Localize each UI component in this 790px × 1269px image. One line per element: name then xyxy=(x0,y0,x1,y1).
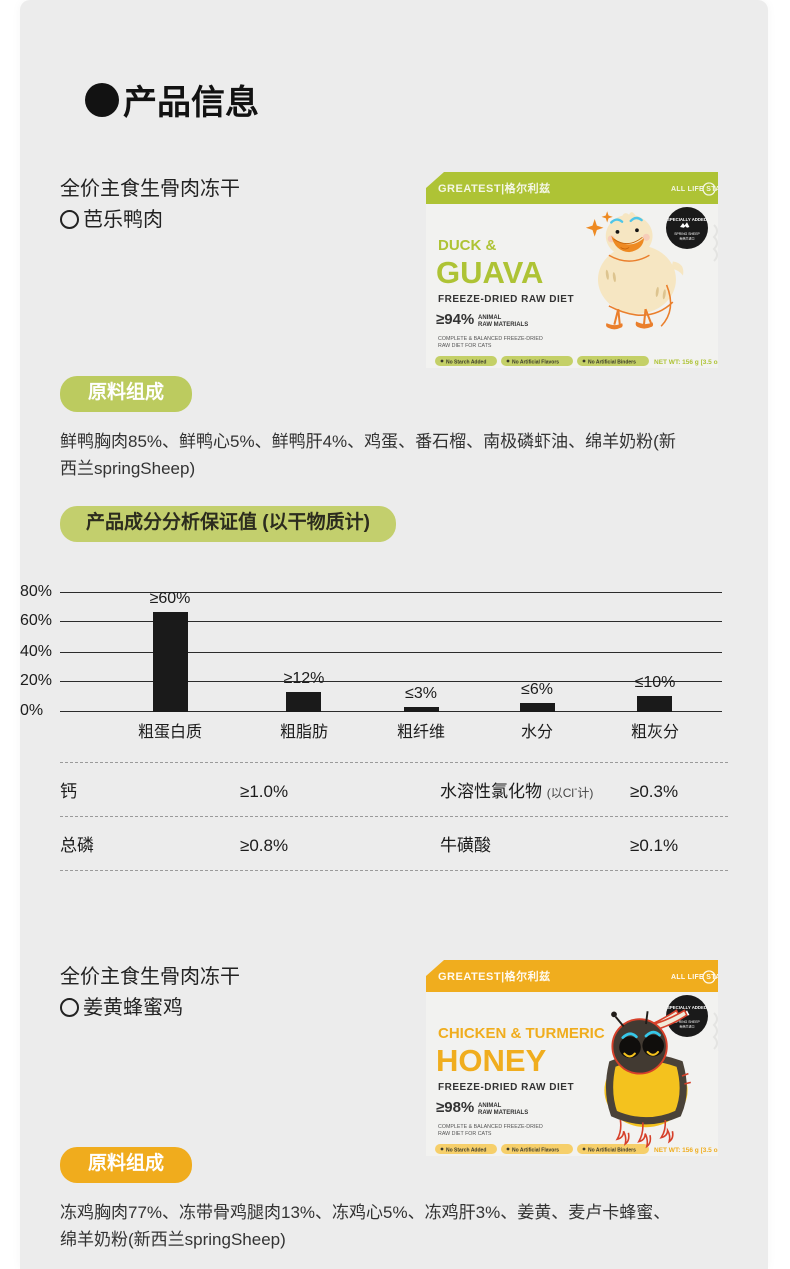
svg-text:≥94%: ≥94% xyxy=(436,311,474,328)
svg-text:COMPLETE & BALANCED FREEZE-DRI: COMPLETE & BALANCED FREEZE-DRIED xyxy=(438,336,543,342)
svg-text:RAW MATERIALS: RAW MATERIALS xyxy=(478,322,528,328)
svg-text:GUAVA: GUAVA xyxy=(436,255,543,290)
svg-text:ANIMAL: ANIMAL xyxy=(478,1103,502,1109)
svg-text:ALL LIFE STAGES: ALL LIFE STAGES xyxy=(671,974,728,981)
svg-text:SPRING SHEEP: SPRING SHEEP xyxy=(674,232,700,236)
svg-text:FREEZE-DRIED RAW DIET: FREEZE-DRIED RAW DIET xyxy=(438,1082,574,1093)
svg-text:≥98%: ≥98% xyxy=(436,1099,474,1116)
svg-text:GREATEST|格尔利兹: GREATEST|格尔利兹 xyxy=(438,181,551,195)
svg-text:NET WT: 156 g [3.5 oz]: NET WT: 156 g [3.5 oz] xyxy=(654,1147,723,1154)
svg-text:No Artificial Binders: No Artificial Binders xyxy=(588,1148,636,1154)
svg-text:DUCK &: DUCK & xyxy=(438,237,496,254)
svg-text:ANIMAL: ANIMAL xyxy=(478,315,502,321)
svg-text:RAW DIET FOR CATS: RAW DIET FOR CATS xyxy=(438,1131,492,1137)
svg-text:No Starch Added: No Starch Added xyxy=(446,1148,486,1154)
svg-text:SPECIALLY ADDED: SPECIALLY ADDED xyxy=(667,1005,707,1010)
svg-text:新西兰进口: 新西兰进口 xyxy=(679,1024,694,1029)
svg-text:No Artificial Flavors: No Artificial Flavors xyxy=(512,360,559,366)
svg-text:NET WT: 156 g [3.5 oz]: NET WT: 156 g [3.5 oz] xyxy=(654,359,723,366)
svg-text:No Artificial Binders: No Artificial Binders xyxy=(588,360,636,366)
svg-text:FREEZE-DRIED RAW DIET: FREEZE-DRIED RAW DIET xyxy=(438,294,574,305)
svg-text:RAW MATERIALS: RAW MATERIALS xyxy=(478,1110,528,1116)
svg-text:No Starch Added: No Starch Added xyxy=(446,360,486,366)
svg-text:HONEY: HONEY xyxy=(436,1043,547,1078)
svg-text:No Artificial Flavors: No Artificial Flavors xyxy=(512,1148,559,1154)
svg-text:COMPLETE & BALANCED FREEZE-DRI: COMPLETE & BALANCED FREEZE-DRIED xyxy=(438,1124,543,1130)
svg-text:RAW DIET FOR CATS: RAW DIET FOR CATS xyxy=(438,343,492,349)
svg-text:新西兰进口: 新西兰进口 xyxy=(679,236,694,241)
svg-text:CHICKEN & TURMERIC: CHICKEN & TURMERIC xyxy=(438,1025,605,1042)
svg-text:ALL LIFE STAGES: ALL LIFE STAGES xyxy=(671,186,728,193)
svg-text:GREATEST|格尔利兹: GREATEST|格尔利兹 xyxy=(438,969,551,983)
svg-text:SPECIALLY ADDED: SPECIALLY ADDED xyxy=(667,217,707,222)
